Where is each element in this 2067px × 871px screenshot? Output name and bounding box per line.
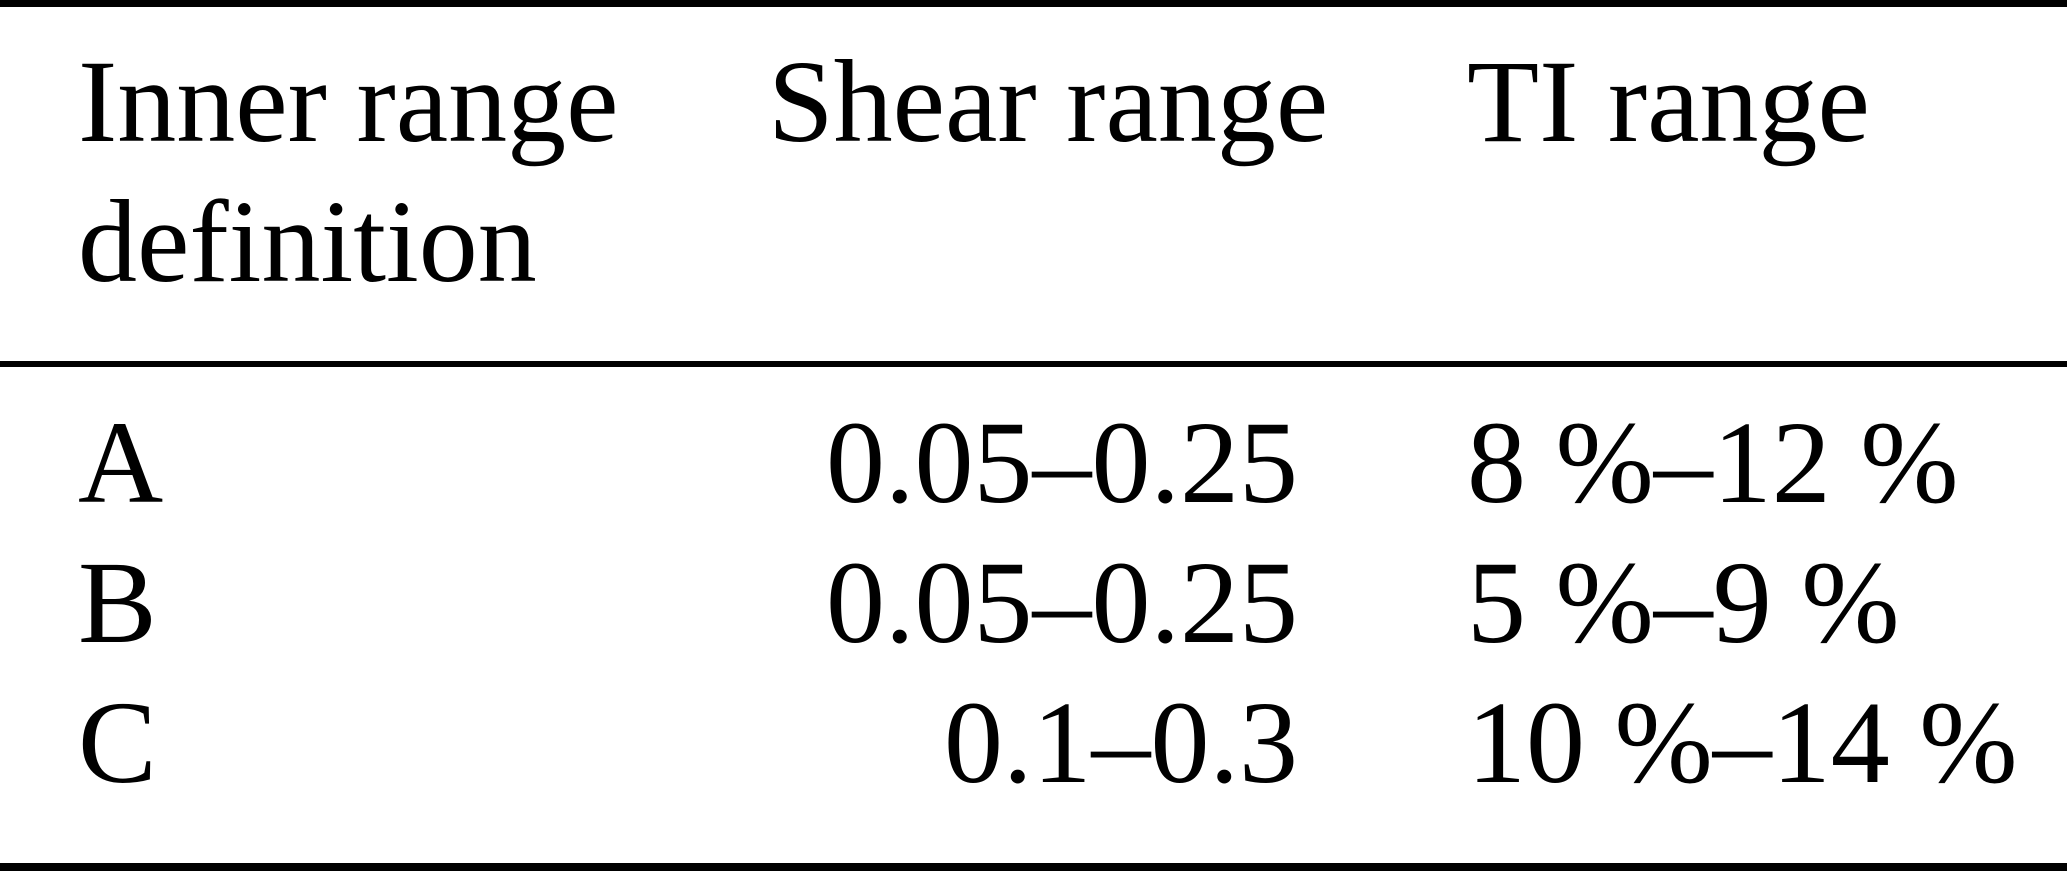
column-header-shear-range: Shear range [768, 36, 1329, 167]
cell-definition: C [78, 677, 157, 808]
cell-ti-range: 8 %–12 % [1467, 397, 1959, 528]
table-header-row: Inner range definition Shear range TI ra… [0, 7, 2067, 361]
cell-shear-range: 0.05–0.25 [826, 537, 1298, 668]
table-row: C 0.1–0.3 10 %–14 % [0, 673, 2067, 813]
header-inner-range-line1: Inner range [78, 36, 619, 167]
table-mid-rule [0, 361, 2067, 367]
cell-ti-range: 5 %–9 % [1467, 537, 1900, 668]
column-header-inner-range-definition: Inner range definition [78, 32, 768, 312]
cell-shear-range: 0.1–0.3 [944, 677, 1298, 808]
table-row: B 0.05–0.25 5 %–9 % [0, 533, 2067, 673]
table-bottom-rule [0, 863, 2067, 871]
header-inner-range-line2: definition [78, 176, 537, 307]
column-header-ti-range: TI range [1467, 36, 1870, 167]
table-body: A 0.05–0.25 8 %–12 % B 0.05–0.25 5 %–9 %… [0, 367, 2067, 863]
table-row: A 0.05–0.25 8 %–12 % [0, 393, 2067, 533]
table-top-rule [0, 0, 2067, 7]
cell-shear-range: 0.05–0.25 [826, 397, 1298, 528]
cell-definition: B [78, 537, 157, 668]
cell-definition: A [78, 397, 164, 528]
cell-ti-range: 10 %–14 % [1467, 677, 2018, 808]
